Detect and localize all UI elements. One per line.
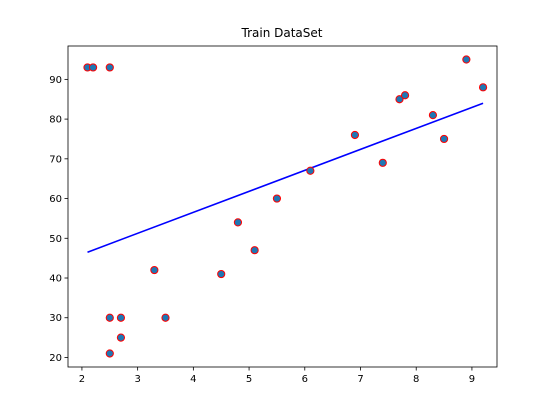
data-point bbox=[105, 349, 114, 358]
data-point bbox=[462, 55, 471, 64]
x-tick-label: 6 bbox=[302, 374, 308, 385]
data-point bbox=[161, 313, 170, 322]
data-point bbox=[395, 95, 404, 104]
data-point bbox=[88, 63, 98, 72]
y-tick-label: 20 bbox=[49, 353, 62, 364]
y-tick-label: 90 bbox=[49, 75, 62, 86]
data-point bbox=[116, 313, 126, 322]
y-tick-label: 40 bbox=[49, 274, 62, 285]
regression-line bbox=[87, 102, 484, 253]
y-tick-label: 80 bbox=[49, 115, 62, 126]
data-point bbox=[428, 111, 438, 120]
x-tick-label: 4 bbox=[190, 374, 196, 385]
chart-title: Train DataSet bbox=[241, 26, 323, 40]
plot-frame bbox=[67, 45, 498, 368]
y-tick-label: 50 bbox=[49, 234, 62, 245]
y-tick-label: 60 bbox=[49, 194, 62, 205]
axes: 2 3 4 5 6 7 8 9 20 30 40 50 60 70 80 90 bbox=[49, 45, 498, 385]
data-point bbox=[105, 63, 114, 72]
data-point bbox=[378, 158, 387, 167]
data-point bbox=[439, 134, 449, 144]
plot-marks bbox=[83, 55, 488, 358]
data-point bbox=[478, 83, 488, 92]
x-tick-label: 3 bbox=[134, 374, 140, 385]
data-point bbox=[400, 91, 410, 100]
data-point bbox=[217, 269, 226, 279]
data-point bbox=[105, 313, 114, 322]
data-point bbox=[233, 218, 243, 227]
data-point bbox=[250, 246, 259, 255]
x-tick-label: 8 bbox=[413, 374, 419, 385]
x-tick-label: 5 bbox=[246, 374, 252, 385]
y-tick-label: 30 bbox=[49, 313, 62, 324]
x-tick-label: 2 bbox=[79, 374, 85, 385]
data-point bbox=[306, 166, 315, 175]
y-tick-label: 70 bbox=[49, 154, 62, 165]
data-point bbox=[116, 333, 126, 342]
data-point bbox=[150, 265, 159, 275]
x-tick-label: 7 bbox=[357, 374, 363, 385]
data-point bbox=[272, 194, 282, 203]
data-point bbox=[350, 130, 360, 140]
x-tick-label: 9 bbox=[469, 374, 475, 385]
